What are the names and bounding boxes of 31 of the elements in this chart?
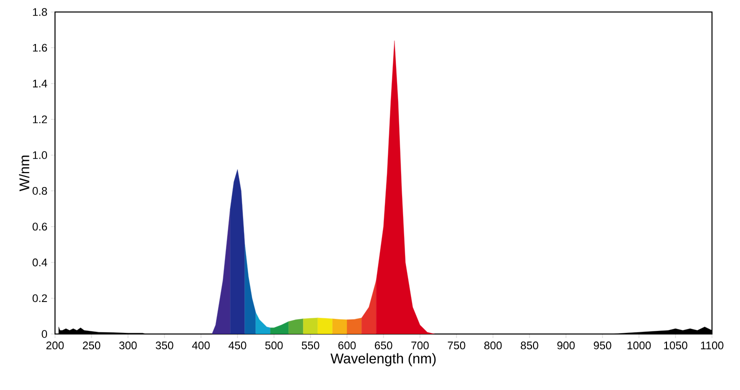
x-tick-label: 250 [82, 342, 100, 350]
x-tick-label: 900 [557, 342, 575, 350]
y-tick-label: 1.2 [33, 115, 47, 124]
y-axis-title: W/nm [19, 156, 30, 192]
y-tick-label: 0 [42, 330, 48, 338]
y-tick-label: 1.6 [33, 44, 47, 52]
x-tick-label: 650 [374, 342, 392, 350]
x-tick-label: 950 [594, 342, 612, 350]
x-tick-label: 200 [46, 342, 64, 350]
x-tick-label: 800 [484, 342, 502, 350]
y-tick-label: 0.4 [32, 258, 48, 266]
x-axis-title: Wavelength (nm) [330, 353, 436, 366]
y-tick-label: 0.2 [32, 294, 47, 302]
y-tick-label: 1.8 [33, 8, 47, 16]
x-tick-label: 1000 [628, 342, 651, 350]
x-tick-label: 300 [119, 342, 137, 350]
x-tick-label: 850 [520, 342, 538, 350]
y-tick-label: 1.0 [33, 151, 48, 159]
x-tick-label: 700 [411, 342, 429, 350]
x-tick-label: 600 [338, 342, 356, 350]
x-tick-label: 1050 [664, 342, 688, 350]
y-tick-label: 0.6 [32, 222, 47, 231]
y-tick-label: 1.4 [33, 80, 48, 88]
y-tick-label: 0.8 [32, 186, 47, 195]
x-tick-label: 400 [192, 342, 210, 350]
x-tick-label: 500 [265, 342, 283, 350]
x-tick-label: 350 [156, 342, 174, 350]
x-tick-label: 750 [448, 342, 466, 350]
x-tick-label: 1100 [700, 342, 724, 350]
x-tick-label: 550 [302, 342, 320, 350]
x-tick-label: 450 [228, 342, 246, 350]
